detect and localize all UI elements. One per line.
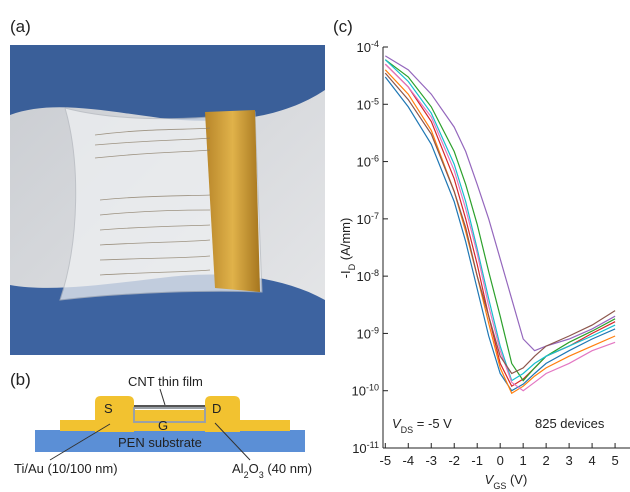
curves: [384, 55, 616, 395]
label: G: [158, 418, 168, 433]
text-part: -7: [371, 211, 379, 221]
text-part: 10: [357, 212, 371, 227]
text-part: 10: [357, 326, 371, 341]
text-part: V: [392, 416, 402, 431]
x-tick-label: 5: [611, 453, 618, 468]
text-part: -5: [371, 96, 379, 106]
text-part: GS: [493, 481, 506, 491]
y-tick-label: 10-4: [357, 39, 379, 55]
curve: [384, 72, 616, 375]
text-part: (A/mm): [338, 218, 353, 264]
annotation: VDS = -5 V: [392, 416, 452, 435]
text-part: O: [249, 461, 259, 476]
label: Ti/Au (10/100 nm): [14, 461, 118, 476]
y-tick-label: 10-11: [352, 440, 379, 456]
x-axis-label: VGS (V): [485, 472, 528, 491]
text-part: 10: [357, 269, 371, 284]
text-part: 10: [357, 155, 371, 170]
text-part: 10: [352, 441, 366, 456]
text-part: D: [347, 263, 357, 270]
x-tick-label: 0: [497, 453, 504, 468]
y-tick-label: 10-6: [357, 154, 379, 170]
y-tick-label: 10-9: [357, 325, 379, 341]
text-part: -I: [338, 270, 353, 278]
curve: [384, 55, 616, 352]
x-tick-label: 2: [543, 453, 550, 468]
text-part: 3: [259, 470, 264, 480]
x-tick-label: -2: [448, 453, 460, 468]
text-part: (40 nm): [264, 461, 312, 476]
y-axis-label: -ID (A/mm): [338, 218, 357, 279]
label: S: [104, 401, 113, 416]
label: D: [212, 401, 221, 416]
curve: [384, 63, 616, 392]
text-part: 10: [357, 97, 371, 112]
panel-label: (a): [10, 17, 31, 36]
curve: [384, 59, 616, 382]
text-part: 10: [352, 384, 366, 399]
label: CNT thin film: [128, 374, 203, 389]
x-tick-label: 3: [565, 453, 572, 468]
text-part: -10: [366, 383, 379, 393]
text-part: Al: [232, 461, 244, 476]
cross-section: CNT thin film S D G PEN substrate Ti/Au …: [14, 374, 312, 480]
text-part: 10: [357, 40, 371, 55]
text-part: -9: [371, 325, 379, 335]
text-part: = -5 V: [413, 416, 452, 431]
panel-label: (c): [333, 17, 353, 36]
curve: [384, 59, 616, 382]
x-tick-label: -4: [402, 453, 414, 468]
text-part: -4: [371, 39, 379, 49]
x-tick-label: -3: [425, 453, 437, 468]
annotation: 825 devices: [535, 416, 605, 431]
y-tick-label: 10-8: [357, 268, 379, 284]
text-part: -8: [371, 268, 379, 278]
text-part: 2: [244, 470, 249, 480]
text-part: DS: [401, 425, 414, 435]
x-tick-label: 4: [588, 453, 595, 468]
x-tick-label: -1: [471, 453, 483, 468]
text-part: -11: [367, 440, 379, 450]
text-part: (V): [506, 472, 527, 487]
photo: [10, 45, 325, 355]
y-tick-label: 10-5: [357, 96, 379, 112]
y-tick-label: 10-10: [352, 383, 379, 399]
text-part: -6: [371, 154, 379, 164]
label: PEN substrate: [118, 435, 202, 450]
text-part: V: [485, 472, 495, 487]
x-tick-label: 1: [520, 453, 527, 468]
panel-label: (b): [10, 370, 31, 389]
curve: [384, 69, 616, 395]
x-tick-label: -5: [380, 453, 392, 468]
curve: [384, 76, 616, 392]
y-tick-label: 10-7: [357, 211, 379, 227]
label: Al2O3 (40 nm): [232, 461, 312, 480]
